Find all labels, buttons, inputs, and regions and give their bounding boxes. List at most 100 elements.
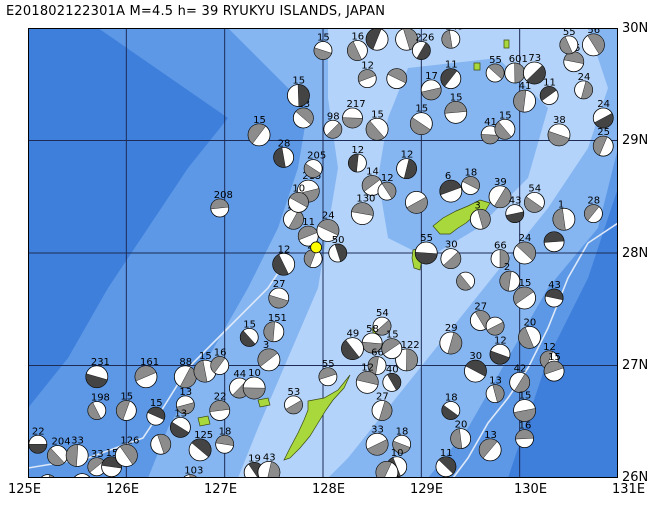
beachball[interactable]: 53: [284, 387, 303, 415]
beachball[interactable]: 16: [347, 32, 368, 61]
beachball[interactable]: 56: [582, 28, 605, 57]
beachball[interactable]: [405, 190, 428, 214]
beachball[interactable]: 12: [348, 145, 367, 173]
beachball[interactable]: 15: [543, 352, 565, 382]
beachball[interactable]: [456, 271, 475, 291]
beachball[interactable]: 13: [175, 387, 195, 415]
beachball[interactable]: 42: [509, 363, 531, 393]
beachball[interactable]: 15: [146, 398, 166, 426]
beachball[interactable]: 13: [170, 408, 191, 438]
beachball[interactable]: 2: [499, 262, 521, 292]
beachball[interactable]: 3: [257, 340, 281, 372]
beachball[interactable]: 43: [505, 196, 525, 224]
beachball[interactable]: 22: [28, 426, 48, 454]
beachball[interactable]: [150, 433, 172, 455]
beachball[interactable]: 15: [513, 278, 536, 310]
beachball[interactable]: 20: [450, 420, 472, 450]
beachball[interactable]: 12: [365, 28, 389, 51]
beachball[interactable]: [543, 231, 565, 253]
beachball[interactable]: 15: [381, 330, 403, 360]
beachball[interactable]: 3: [469, 200, 491, 230]
beachball[interactable]: 39: [488, 177, 512, 209]
beachball[interactable]: 27: [371, 392, 393, 421]
beachball[interactable]: 55: [485, 55, 505, 83]
beachball[interactable]: [386, 68, 408, 90]
beachball[interactable]: 15: [239, 319, 259, 347]
beachball[interactable]: 11: [440, 60, 462, 90]
beachball[interactable]: 24: [592, 99, 614, 129]
beachball[interactable]: 30: [440, 240, 462, 270]
beachball[interactable]: 20: [518, 317, 541, 349]
beachball[interactable]: 66: [367, 348, 387, 375]
beachball[interactable]: 24: [316, 211, 340, 242]
beachball[interactable]: 18: [215, 426, 235, 454]
beachball[interactable]: 12: [489, 335, 511, 365]
beachball[interactable]: 6: [439, 171, 463, 203]
beachball[interactable]: 208: [210, 190, 233, 218]
beachball[interactable]: 15: [313, 33, 333, 60]
beachball[interactable]: 98: [323, 111, 343, 139]
beachball[interactable]: 601: [504, 54, 528, 84]
beachball[interactable]: 15: [287, 76, 310, 107]
beachball[interactable]: 15: [115, 392, 137, 421]
beachball[interactable]: 103: [181, 466, 203, 478]
beachball[interactable]: 28: [584, 196, 603, 224]
beachball[interactable]: 205: [395, 28, 420, 51]
beachball[interactable]: 17: [420, 71, 442, 101]
beachball[interactable]: 55: [318, 359, 338, 387]
beachball[interactable]: 24: [574, 72, 593, 100]
beachball[interactable]: 43: [257, 452, 281, 478]
beachball[interactable]: 27: [268, 279, 290, 309]
beachball[interactable]: 40: [382, 364, 402, 392]
beachball[interactable]: 54: [524, 183, 545, 213]
beachball[interactable]: 11: [539, 78, 559, 105]
beachball[interactable]: 29: [439, 323, 463, 355]
beachball[interactable]: 12: [355, 362, 379, 394]
beachball[interactable]: 28: [273, 138, 295, 168]
beachball[interactable]: 161: [134, 357, 159, 389]
beachball[interactable]: [375, 460, 399, 478]
beachball[interactable]: 15: [494, 110, 516, 140]
beachball[interactable]: 12: [357, 61, 377, 89]
beachball[interactable]: 204: [47, 437, 71, 466]
beachball[interactable]: 11: [297, 217, 319, 247]
beachball[interactable]: 151: [263, 313, 287, 343]
beachball[interactable]: 25: [592, 127, 614, 157]
seismicity-map[interactable]: 22 204 33 33 15 126 231 198 15 161 15 88 13 13 15 16 22 1…: [28, 28, 618, 478]
beachball[interactable]: 130: [350, 194, 375, 226]
beachball[interactable]: 22: [209, 392, 231, 421]
beachball[interactable]: [485, 316, 505, 336]
beachball[interactable]: 15: [365, 109, 389, 141]
beachball[interactable]: 43: [544, 280, 564, 308]
beachball[interactable]: 49: [341, 329, 364, 361]
beachball[interactable]: 205: [303, 151, 326, 179]
beachball[interactable]: 10: [288, 183, 309, 213]
beachball[interactable]: 16: [515, 421, 534, 449]
beachball[interactable]: 33: [65, 436, 89, 467]
beachball[interactable]: 15: [513, 391, 536, 422]
beachball[interactable]: 18: [441, 393, 461, 420]
beachball[interactable]: 149: [441, 28, 464, 49]
beachball[interactable]: 198: [87, 393, 110, 420]
beachball[interactable]: 66: [490, 241, 510, 269]
beachball[interactable]: 73: [523, 53, 546, 85]
beachball[interactable]: 125: [188, 430, 213, 462]
beachball[interactable]: 12: [377, 173, 397, 201]
beachball[interactable]: 13: [478, 430, 502, 462]
target-event-marker[interactable]: [310, 241, 323, 254]
beachball[interactable]: 122: [395, 340, 420, 372]
beachball[interactable]: 54: [372, 308, 392, 336]
beachball[interactable]: 12: [272, 244, 296, 276]
beachball[interactable]: 226: [411, 33, 434, 60]
beachball[interactable]: 33: [87, 449, 107, 477]
beachball[interactable]: 13: [485, 376, 505, 404]
beachball[interactable]: 38: [547, 115, 571, 147]
beachball[interactable]: 41: [480, 117, 500, 145]
beachball[interactable]: 50: [328, 235, 348, 263]
beachball[interactable]: 15: [247, 115, 271, 147]
beachball[interactable]: 55: [559, 28, 579, 55]
beachball[interactable]: 12: [396, 150, 417, 180]
beachball[interactable]: 16: [210, 348, 230, 375]
